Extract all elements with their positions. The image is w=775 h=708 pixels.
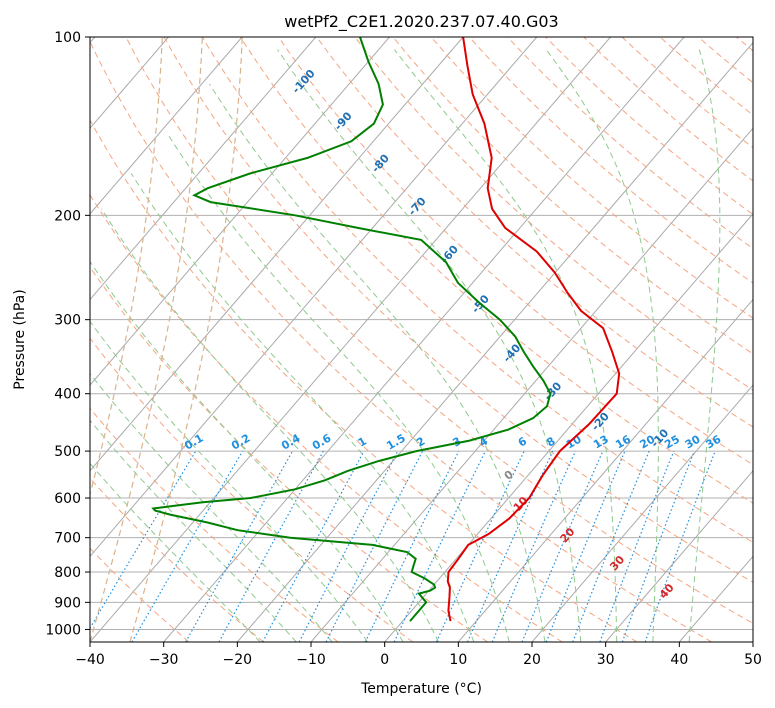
dry-adiabat-line [90, 477, 264, 642]
y-axis-title: Pressure (hPa) [12, 289, 28, 389]
x-tick-label: 30 [597, 652, 615, 668]
y-axis: 1000 900 800 700 600 500 400 300 200 100 [45, 30, 90, 638]
mixing-ratio-line [435, 450, 525, 642]
moist-adiabat-line [90, 372, 333, 642]
mixing-ratio-line [185, 450, 294, 642]
moist-adiabat-line [277, 49, 582, 642]
dry-adiabat-line [507, 37, 753, 250]
moist-adiabat-line [209, 83, 546, 642]
mixing-ratio-line [521, 450, 604, 642]
y-tick-label: 800 [54, 565, 81, 581]
moist-adiabat-line [90, 320, 369, 642]
moist-adiabat-line [90, 260, 404, 642]
x-tick-label: −40 [75, 652, 105, 668]
dry-adiabat-line [125, 37, 753, 624]
dry-adiabat-line [621, 37, 753, 149]
y-tick-label: 400 [54, 387, 81, 403]
isotherm-line [310, 127, 753, 642]
x-axis-title: Temperature (°C) [360, 681, 482, 697]
isotherm-line [163, 37, 685, 642]
height-contour-line [129, 37, 243, 642]
moist-adiabat-line [101, 208, 439, 642]
y-tick-label: 1000 [45, 622, 81, 638]
moist-adiabat-line [688, 49, 721, 642]
dry-adiabat-line [392, 37, 753, 355]
mixing-ratio-line [466, 450, 554, 642]
dry-adiabat-line [90, 337, 414, 642]
mixing-ratio-line [545, 450, 626, 642]
x-tick-label: 0 [380, 652, 389, 668]
chart-title: wetPf2_C2E1.2020.237.07.40.G03 [284, 12, 558, 32]
moist-adiabat-line [394, 49, 618, 642]
y-tick-label: 900 [54, 595, 81, 611]
dry-adiabat-line [90, 193, 563, 642]
mixing-ratio-line [218, 450, 324, 642]
moist-adiabat-line [130, 173, 475, 642]
plot-frame [89, 36, 754, 643]
x-tick-label: 10 [449, 652, 467, 668]
dewpoint-profile [151, 37, 552, 622]
temperature-profile [446, 37, 621, 622]
mixing-ratio-line [90, 450, 197, 630]
mixing-ratio-line [131, 450, 244, 642]
dry-adiabat-line [583, 37, 753, 182]
isotherm-line [90, 37, 538, 558]
moist-adiabat-line [166, 132, 510, 642]
isotherm-line [90, 37, 464, 472]
y-tick-label: 600 [54, 491, 81, 507]
dry-adiabat-line [90, 119, 638, 642]
isotherm-line [531, 384, 753, 642]
isotherm-line [90, 37, 390, 386]
dry-adiabat-line [354, 37, 753, 391]
isotherm-line [384, 213, 753, 642]
mixing-ratio-line [491, 450, 577, 642]
dry-adiabat-line [201, 37, 753, 543]
series-layer [151, 37, 621, 622]
x-tick-label: −20 [223, 652, 253, 668]
y-tick-label: 500 [54, 444, 81, 460]
isotherm-line [457, 298, 753, 642]
x-tick-label: 50 [744, 652, 762, 668]
y-tick-label: 700 [54, 531, 81, 547]
mixing-ratio-line [393, 450, 486, 642]
x-axis: −40 −30 −20 −10 0 10 20 30 40 50 [75, 642, 762, 668]
dry-adiabat-line [316, 37, 753, 428]
height-contour-line [90, 37, 203, 642]
isotherm-line [90, 37, 611, 642]
moist-adiabat-line [545, 49, 659, 642]
height-contour-line [90, 37, 163, 497]
grid-layer [90, 37, 753, 630]
x-tick-label: −10 [296, 652, 326, 668]
y-tick-label: 100 [54, 30, 81, 46]
mixing-ratio-line [262, 450, 365, 642]
isotherm-line [605, 469, 753, 642]
x-tick-label: 20 [523, 652, 541, 668]
dry-adiabat-line [163, 37, 753, 583]
y-tick-label: 200 [54, 208, 81, 224]
plot-area: -100-90-80-70-60-50-40-30-20-100.1 0.2 0.4… [89, 36, 754, 643]
dry-adiabat-line [430, 37, 753, 319]
moist-adiabat-line [90, 419, 297, 642]
dry-adiabat-line [545, 37, 753, 216]
x-tick-label: −30 [149, 652, 179, 668]
y-tick-label: 300 [54, 313, 81, 329]
x-tick-label: 40 [670, 652, 688, 668]
isotherm-line [90, 37, 317, 301]
